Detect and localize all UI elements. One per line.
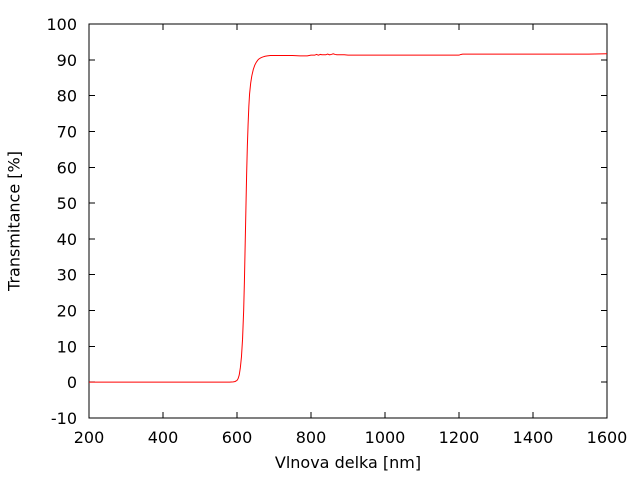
y-axis-title: Transmitance [%] <box>4 151 24 291</box>
x-axis-title: Vlnova delka [nm] <box>274 453 422 472</box>
plot-border <box>88 23 608 419</box>
x-tick-label: 1000 <box>365 428 406 447</box>
y-tick-label: 30 <box>57 266 77 285</box>
y-tick-label: 50 <box>57 194 77 213</box>
x-tick-label: 200 <box>74 428 105 447</box>
y-tick-label: 60 <box>57 158 77 177</box>
x-tick-label: 600 <box>222 428 253 447</box>
y-tick-label: 100 <box>46 15 77 34</box>
y-tick-label: 80 <box>57 87 77 106</box>
y-tick-label: 90 <box>57 51 77 70</box>
y-tick-label: 0 <box>67 373 77 392</box>
y-tick-label: 40 <box>57 230 77 249</box>
x-tick-label: 1200 <box>439 428 480 447</box>
x-tick-label: 800 <box>296 428 327 447</box>
y-tick-label: -10 <box>51 409 77 428</box>
y-tick-label: 20 <box>57 302 77 321</box>
series-line-transmittance <box>89 53 608 383</box>
x-tick-label: 400 <box>148 428 179 447</box>
y-tick-label: 70 <box>57 122 77 141</box>
y-tick-label: 10 <box>57 337 77 356</box>
x-tick-label: 1400 <box>513 428 554 447</box>
x-tick-label: 1600 <box>587 428 628 447</box>
